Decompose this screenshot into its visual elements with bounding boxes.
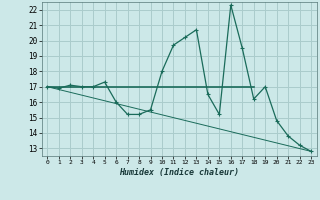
X-axis label: Humidex (Indice chaleur): Humidex (Indice chaleur) <box>119 168 239 177</box>
